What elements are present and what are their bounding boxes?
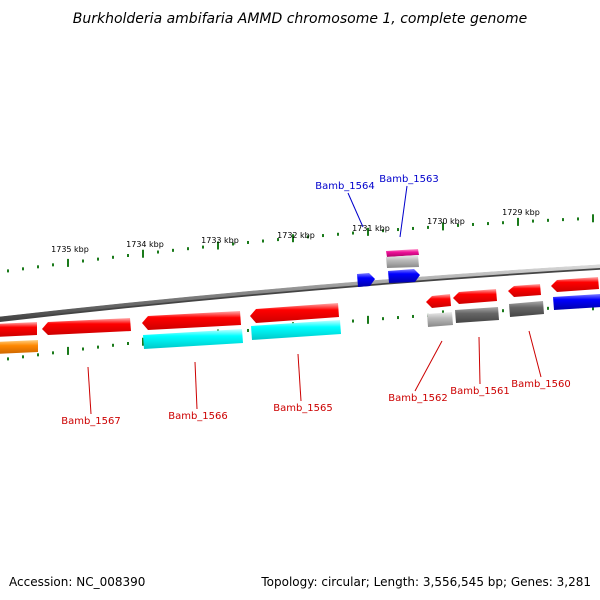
gene-label-bamb-1565[interactable]: Bamb_1565 bbox=[273, 403, 333, 414]
gene-bamb-1567[interactable] bbox=[42, 318, 131, 335]
chromosome-backbone bbox=[0, 264, 600, 321]
gene-label-bamb-1561[interactable]: Bamb_1561 bbox=[450, 386, 510, 397]
upper-tick-row bbox=[7, 214, 594, 273]
kbp-label-1731: 1731 kbp bbox=[352, 224, 390, 233]
gene-label-bamb-1566[interactable]: Bamb_1566 bbox=[168, 411, 228, 422]
kbp-label-1735: 1735 kbp bbox=[51, 245, 89, 254]
leader-bamb-1560 bbox=[528, 330, 542, 378]
gene-label-bamb-1563[interactable]: Bamb_1563 bbox=[379, 174, 439, 185]
kbp-label-1730: 1730 kbp bbox=[427, 217, 465, 226]
leader-bamb-1563 bbox=[399, 185, 408, 238]
gene-bamb-1561-upper[interactable] bbox=[453, 289, 497, 304]
leader-bamb-1562 bbox=[414, 340, 443, 392]
gene-bamb-1565-lower[interactable] bbox=[251, 320, 341, 340]
gene-bamb-1560-lower[interactable] bbox=[509, 301, 544, 317]
leader-bamb-1565 bbox=[297, 353, 302, 402]
leader-bamb-1566 bbox=[194, 361, 198, 410]
gene-red-left-edge[interactable] bbox=[0, 322, 37, 337]
gene-orange-left-edge[interactable] bbox=[0, 340, 38, 354]
gene-bamb-1566-lower[interactable] bbox=[143, 329, 243, 349]
gene-blue-arrow-right[interactable] bbox=[388, 269, 420, 283]
leader-bamb-1561 bbox=[478, 336, 481, 385]
kbp-label-1732: 1732 kbp bbox=[277, 231, 315, 240]
gene-bamb-1560-upper[interactable] bbox=[508, 284, 541, 297]
gene-bamb-1565-upper[interactable] bbox=[250, 303, 339, 323]
map-title: Burkholderia ambifaria AMMD chromosome 1… bbox=[73, 11, 527, 27]
accession-text: Accession: NC_008390 bbox=[9, 575, 145, 589]
gene-label-bamb-1560[interactable]: Bamb_1560 bbox=[511, 379, 571, 390]
kbp-label-1734: 1734 kbp bbox=[126, 240, 164, 249]
gene-label-bamb-1564[interactable]: Bamb_1564 bbox=[315, 181, 375, 192]
gene-bamb-1562-upper[interactable] bbox=[426, 294, 451, 308]
gene-bamb-1563-a[interactable] bbox=[386, 249, 419, 257]
gene-bamb-1562-lower[interactable] bbox=[427, 312, 453, 327]
kbp-label-1733: 1733 kbp bbox=[201, 236, 239, 245]
gene-red-right-edge[interactable] bbox=[551, 277, 599, 292]
gene-blue-right-edge[interactable] bbox=[553, 294, 600, 310]
summary-text: Topology: circular; Length: 3,556,545 bp… bbox=[260, 575, 591, 589]
gene-bamb-1564[interactable] bbox=[357, 273, 375, 287]
gene-bamb-1561-lower[interactable] bbox=[455, 307, 499, 323]
gene-bamb-1566-upper[interactable] bbox=[142, 311, 241, 330]
gene-label-bamb-1562[interactable]: Bamb_1562 bbox=[388, 393, 448, 404]
gene-label-bamb-1567[interactable]: Bamb_1567 bbox=[61, 416, 121, 427]
kbp-label-1729: 1729 kbp bbox=[502, 208, 540, 217]
leader-bamb-1564 bbox=[347, 192, 364, 228]
gene-bamb-1563-b[interactable] bbox=[386, 255, 419, 268]
leader-bamb-1567 bbox=[87, 366, 92, 415]
